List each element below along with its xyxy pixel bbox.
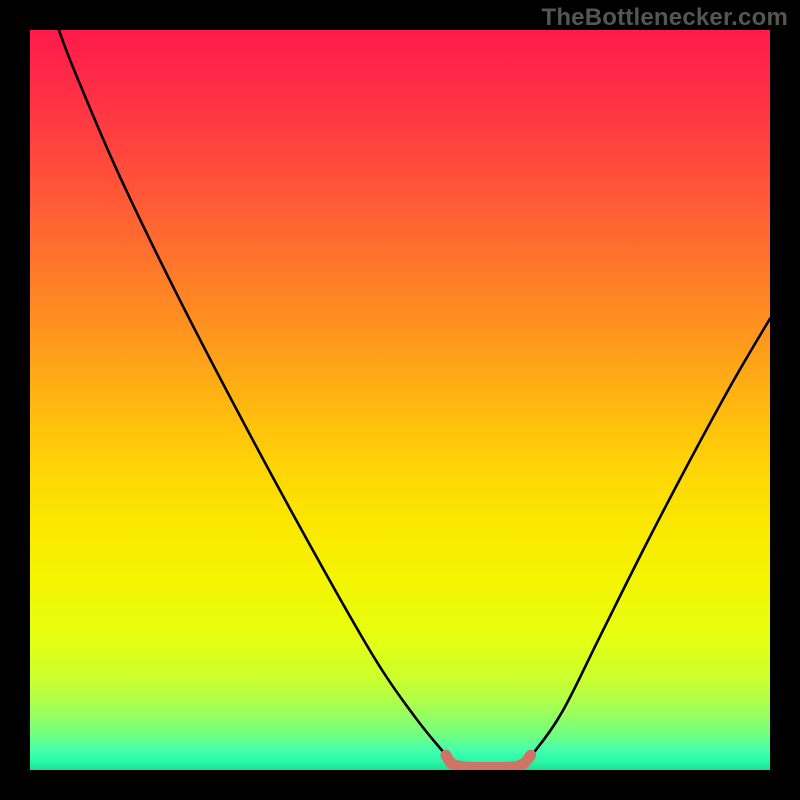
chart-stage: TheBottlenecker.com	[0, 0, 800, 800]
watermark-text: TheBottlenecker.com	[541, 4, 788, 32]
gradient-background	[30, 30, 770, 770]
bottleneck-chart	[0, 0, 800, 800]
